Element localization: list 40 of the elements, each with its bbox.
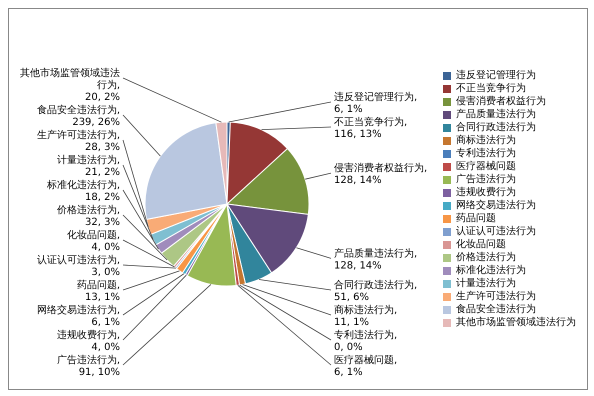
legend-label: 产品质量违法行为 [456,108,536,121]
legend-label: 标准化违法行为 [456,264,526,277]
text: 专利违法行为, 0, 0% [334,330,398,353]
legend-label: 认证认可违法行为 [456,225,536,238]
legend-label: 化妆品问题 [456,238,506,251]
legend-label: 违反登记管理行为 [456,69,536,82]
data-label: 商标违法行为, 11, 1% [334,304,398,328]
legend-label: 价格违法行为 [456,251,516,264]
data-label: 化妆品问题, 4, 0% [66,229,120,253]
data-label: 生产许可违法行为, 28, 3% [36,129,120,153]
data-label: 广告违法行为, 91, 10% [56,354,120,378]
data-label: 违反登记管理行为, 6, 1% [334,91,418,116]
data-label: 合同行政违法行为, 51, 6% [334,279,418,303]
legend-label: 商标违法行为 [456,134,516,147]
data-label: 产品质量违法行为, 128, 14% [334,247,418,272]
data-label: 网络交易违法行为, 6, 1% [36,304,120,328]
legend-label: 网络交易违法行为 [456,199,536,212]
legend-label: 生产许可违法行为 [456,290,536,303]
legend-label: 合同行政违法行为 [456,121,536,134]
legend-label: 其他市场监管领域违法行为 [456,316,576,329]
data-label: 医疗器械问题, 6, 1% [334,354,398,378]
data-label: 标准化违法行为, 18, 2% [46,179,120,203]
legend-label: 专利违法行为 [456,147,516,160]
legend-label: 医疗器械问题 [456,160,516,173]
legend-label: 侵害消费者权益行为 [456,95,546,108]
data-label: 药品问题, 13, 1% [76,279,120,303]
data-label: 认证认可违法行为, 3, 0% [36,254,120,278]
data-label: 计量违法行为, 21, 2% [56,154,120,178]
legend-label: 不正当竞争行为 [456,82,526,95]
legend-label: 违规收费行为 [456,186,516,199]
legend-label: 计量违法行为 [456,277,516,290]
data-label: 违规收费行为, 4, 0% [56,329,120,353]
legend-label: 广告违法行为 [456,173,516,186]
legend-label: 药品问题 [456,212,496,225]
data-label: 价格违法行为, 32, 3% [56,204,120,228]
data-label: 不正当竞争行为, 116, 13% [334,116,408,140]
data-label: 其他市场监管领域违法行为, 20, 2% [20,67,120,103]
data-label: 食品安全违法行为, 239, 26% [36,104,120,128]
data-label: 侵害消费者权益行为, 128, 14% [334,162,428,186]
legend-label: 食品安全违法行为 [456,303,536,316]
